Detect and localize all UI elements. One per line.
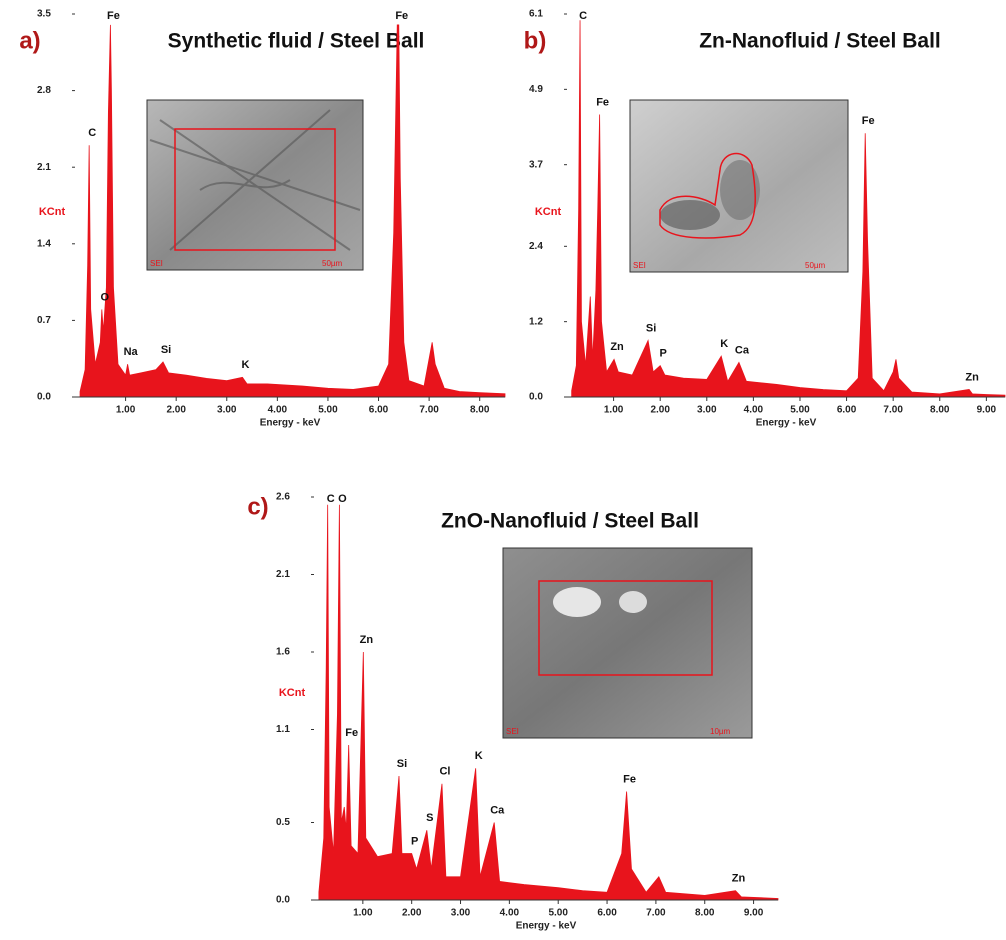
panel-label: a) <box>19 27 40 54</box>
spectrum-area <box>79 24 506 398</box>
peak-label: Zn <box>732 873 746 885</box>
spectrum-area <box>571 20 1006 398</box>
y-tick-label: 0.0 <box>276 895 290 906</box>
x-tick-label: 7.00 <box>419 405 439 416</box>
peak-label: P <box>411 835 418 847</box>
peak-label: O <box>101 291 110 303</box>
spectrum-area <box>318 504 779 901</box>
peak-label: Zn <box>965 371 979 383</box>
peak-label: Zn <box>360 634 374 646</box>
inset-label: 50µm <box>805 261 826 270</box>
x-tick-label: 1.00 <box>116 405 136 416</box>
y-tick-label: 2.4 <box>529 241 543 252</box>
peak-label: Na <box>124 346 139 358</box>
peak-label: Zn <box>610 341 624 353</box>
x-tick-label: 3.00 <box>217 405 237 416</box>
sem-image-b <box>629 99 849 273</box>
peak-label: S <box>426 812 433 824</box>
peak-label: Fe <box>345 727 358 739</box>
x-tick-label: 5.00 <box>790 405 810 416</box>
peak-label: Fe <box>596 96 609 108</box>
inset-label: 10µm <box>710 727 731 736</box>
x-tick-label: 5.00 <box>318 405 338 416</box>
panel-label: c) <box>247 493 268 520</box>
x-tick-label: 6.00 <box>597 908 617 919</box>
chart-title: Synthetic fluid / Steel Ball <box>168 30 425 53</box>
inset-label: SEI <box>506 727 519 736</box>
peak-label: O <box>338 493 347 505</box>
y-tick-label: 1.1 <box>276 724 290 735</box>
x-tick-label: 3.00 <box>697 405 717 416</box>
x-axis-label: Energy - keV <box>260 418 321 429</box>
x-tick-label: 8.00 <box>470 405 490 416</box>
peak-label: Si <box>397 758 407 770</box>
x-tick-label: 4.00 <box>268 405 288 416</box>
peak-label: Fe <box>395 10 408 22</box>
peak-label: C <box>88 127 96 139</box>
y-tick-label: 3.5 <box>37 9 51 20</box>
x-tick-label: 8.00 <box>695 908 715 919</box>
y-tick-label: 1.2 <box>529 316 543 327</box>
y-tick-label: 1.6 <box>276 647 290 658</box>
panel-label: b) <box>524 27 547 54</box>
x-tick-label: 7.00 <box>883 405 903 416</box>
inset-label: 50µm <box>322 259 343 268</box>
sem-image-a <box>146 99 364 271</box>
y-tick-label: 0.7 <box>37 315 51 326</box>
peak-label: K <box>475 750 483 762</box>
inset-label: SEI <box>633 261 646 270</box>
inset-label: SEI <box>150 259 163 268</box>
sem-image-c <box>502 547 753 739</box>
y-tick-label: 6.1 <box>529 9 543 20</box>
y-tick-label: 2.8 <box>37 85 51 96</box>
x-tick-label: 5.00 <box>548 908 568 919</box>
y-tick-label: 2.1 <box>276 569 290 580</box>
peak-label: Ca <box>490 804 505 816</box>
y-axis-label: KCnt <box>39 206 66 218</box>
peak-label: Fe <box>107 10 120 22</box>
y-tick-label: 3.7 <box>529 159 543 170</box>
peak-label: C <box>327 493 335 505</box>
x-tick-label: 2.00 <box>650 405 670 416</box>
chart-title: ZnO-Nanofluid / Steel Ball <box>441 510 699 533</box>
x-tick-label: 2.00 <box>166 405 186 416</box>
x-tick-label: 2.00 <box>402 908 422 919</box>
x-tick-label: 7.00 <box>646 908 666 919</box>
x-tick-label: 4.00 <box>744 405 764 416</box>
chart-title: Zn-Nanofluid / Steel Ball <box>699 30 941 53</box>
peak-label: Fe <box>862 115 875 127</box>
y-tick-label: 4.9 <box>529 84 543 95</box>
x-tick-label: 8.00 <box>930 405 950 416</box>
peak-label: Ca <box>735 344 750 356</box>
y-tick-label: 0.0 <box>37 392 51 403</box>
x-tick-label: 1.00 <box>604 405 624 416</box>
peak-label: Fe <box>623 773 636 785</box>
y-tick-label: 0.5 <box>276 817 290 828</box>
y-tick-label: 2.6 <box>276 492 290 503</box>
x-tick-label: 6.00 <box>369 405 389 416</box>
y-tick-label: 2.1 <box>37 162 51 173</box>
peak-label: Cl <box>439 766 450 778</box>
peak-label: Si <box>646 322 656 334</box>
x-tick-label: 4.00 <box>500 908 520 919</box>
y-tick-label: 1.4 <box>37 238 51 249</box>
y-axis-label: KCnt <box>535 206 562 218</box>
y-tick-label: 0.0 <box>529 392 543 403</box>
x-tick-label: 1.00 <box>353 908 373 919</box>
peak-label: P <box>660 348 667 360</box>
x-axis-label: Energy - keV <box>516 921 577 932</box>
x-tick-label: 3.00 <box>451 908 471 919</box>
y-axis-label: KCnt <box>279 687 306 699</box>
peak-label: K <box>241 359 249 371</box>
x-axis-label: Energy - keV <box>756 418 817 429</box>
peak-label: K <box>720 338 728 350</box>
x-tick-label: 9.00 <box>977 405 997 416</box>
peak-label: C <box>579 10 587 22</box>
peak-label: Si <box>161 344 171 356</box>
x-tick-label: 6.00 <box>837 405 857 416</box>
x-tick-label: 9.00 <box>744 908 764 919</box>
